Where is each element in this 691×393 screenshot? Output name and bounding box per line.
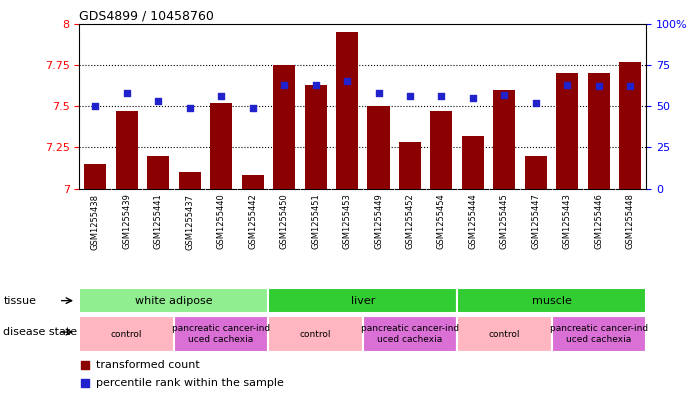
Text: GSM1255440: GSM1255440 [216, 193, 226, 249]
Text: GSM1255441: GSM1255441 [153, 193, 162, 249]
Text: GSM1255442: GSM1255442 [248, 193, 257, 249]
Point [562, 81, 573, 88]
Point [90, 103, 101, 109]
Point [594, 83, 605, 90]
Bar [273, 65, 295, 189]
Bar [588, 73, 610, 189]
Point [373, 90, 384, 96]
Point [499, 92, 510, 98]
Point [247, 105, 258, 111]
Text: GSM1255447: GSM1255447 [531, 193, 540, 250]
Text: tissue: tissue [3, 296, 37, 306]
Text: pancreatic cancer-ind
uced cachexia: pancreatic cancer-ind uced cachexia [361, 324, 459, 344]
Bar [525, 156, 547, 189]
Bar [305, 84, 327, 189]
Bar [430, 111, 453, 189]
Point [79, 380, 91, 386]
Text: control: control [300, 330, 331, 338]
Text: GSM1255439: GSM1255439 [122, 193, 131, 250]
Text: pancreatic cancer-ind
uced cachexia: pancreatic cancer-ind uced cachexia [172, 324, 270, 344]
Text: muscle: muscle [531, 296, 571, 306]
Text: pancreatic cancer-ind
uced cachexia: pancreatic cancer-ind uced cachexia [550, 324, 648, 344]
Bar [268, 316, 363, 352]
Bar [551, 316, 646, 352]
Bar [115, 111, 138, 189]
Text: percentile rank within the sample: percentile rank within the sample [97, 378, 284, 388]
Point [467, 95, 478, 101]
Point [404, 93, 415, 99]
Bar [457, 316, 551, 352]
Text: control: control [489, 330, 520, 338]
Bar [242, 175, 263, 189]
Bar [268, 288, 457, 313]
Bar [399, 142, 421, 189]
Point [341, 78, 352, 84]
Text: GSM1255448: GSM1255448 [626, 193, 635, 250]
Point [153, 98, 164, 104]
Bar [79, 288, 268, 313]
Bar [363, 316, 457, 352]
Point [310, 81, 321, 88]
Point [121, 90, 132, 96]
Text: GSM1255437: GSM1255437 [185, 193, 194, 250]
Point [79, 362, 91, 368]
Text: GSM1255445: GSM1255445 [500, 193, 509, 249]
Bar [368, 106, 390, 189]
Text: GSM1255443: GSM1255443 [563, 193, 572, 250]
Text: GDS4899 / 10458760: GDS4899 / 10458760 [79, 9, 214, 22]
Point [184, 105, 195, 111]
Bar [619, 62, 641, 189]
Text: GSM1255449: GSM1255449 [374, 193, 383, 249]
Bar [462, 136, 484, 189]
Text: liver: liver [350, 296, 375, 306]
Bar [84, 164, 106, 189]
Bar [493, 90, 515, 189]
Point [531, 100, 542, 106]
Text: GSM1255438: GSM1255438 [91, 193, 100, 250]
Text: GSM1255451: GSM1255451 [311, 193, 320, 249]
Point [436, 93, 447, 99]
Bar [336, 32, 358, 189]
Bar [457, 288, 646, 313]
Point [216, 93, 227, 99]
Point [278, 81, 290, 88]
Bar [556, 73, 578, 189]
Bar [210, 103, 232, 189]
Text: GSM1255454: GSM1255454 [437, 193, 446, 249]
Text: disease state: disease state [3, 327, 77, 337]
Text: white adipose: white adipose [135, 296, 213, 306]
Bar [79, 316, 174, 352]
Text: GSM1255446: GSM1255446 [594, 193, 603, 250]
Bar [147, 156, 169, 189]
Text: GSM1255444: GSM1255444 [468, 193, 477, 249]
Text: GSM1255450: GSM1255450 [280, 193, 289, 249]
Point [625, 83, 636, 90]
Text: GSM1255452: GSM1255452 [406, 193, 415, 249]
Bar [178, 172, 200, 189]
Text: control: control [111, 330, 142, 338]
Bar [174, 316, 268, 352]
Text: GSM1255453: GSM1255453 [343, 193, 352, 250]
Text: transformed count: transformed count [97, 360, 200, 370]
